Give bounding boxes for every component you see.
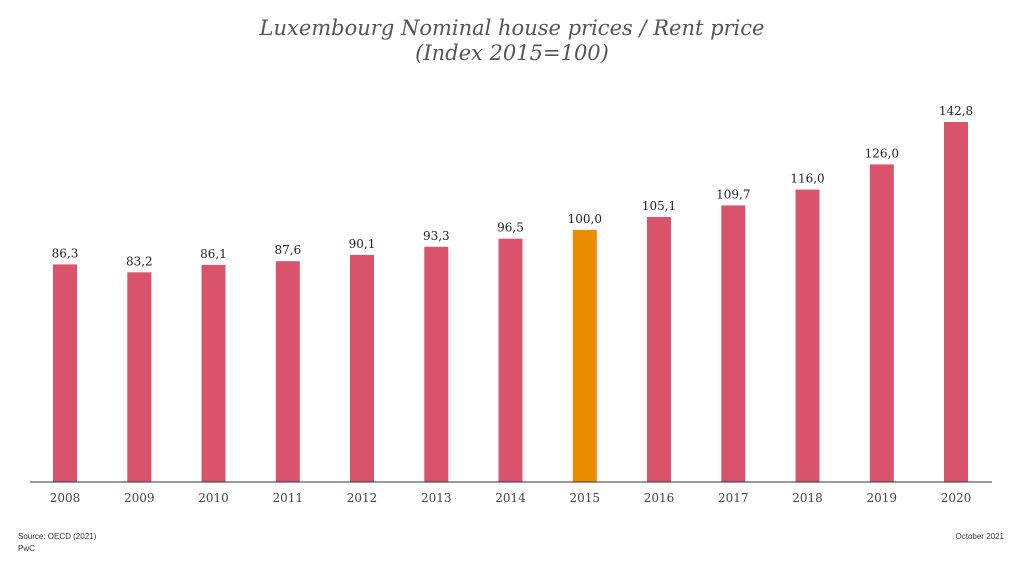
bar-2014: [498, 238, 523, 482]
value-label-2009: 83,2: [126, 254, 153, 268]
tick-label-2016: 2016: [644, 491, 675, 505]
tick-label-2015: 2015: [570, 491, 601, 505]
tick-label-2020: 2020: [941, 491, 972, 505]
value-label-2011: 87,6: [274, 243, 301, 257]
value-label-2019: 126,0: [865, 146, 899, 160]
footer-date: October 2021: [955, 532, 1004, 541]
source-note: Source: OECD (2021): [18, 532, 97, 541]
bar-2013: [424, 246, 449, 482]
tick-label-2019: 2019: [867, 491, 898, 505]
publisher-note: PwC: [18, 544, 35, 553]
tick-label-2018: 2018: [792, 491, 823, 505]
value-label-2012: 90,1: [349, 237, 376, 251]
bar-2019: [869, 164, 894, 482]
value-label-2020: 142,8: [939, 104, 973, 118]
bar-2018: [795, 189, 820, 482]
tick-label-2010: 2010: [198, 491, 229, 505]
chart-subtitle: (Index 2015=100): [415, 41, 609, 65]
bar-2020: [944, 122, 968, 482]
tick-labels-group: 2008 2009 2010 2011 2012 2013 2014 2015 2016 2017…: [50, 491, 972, 505]
chart-title: Luxembourg Nominal house prices / Rent p…: [259, 16, 765, 40]
value-label-2013: 93,3: [423, 229, 450, 243]
tick-label-2014: 2014: [495, 491, 526, 505]
value-label-2016: 105,1: [642, 199, 676, 213]
bar-2009: [127, 272, 152, 482]
value-label-2014: 96,5: [497, 221, 524, 235]
value-label-2010: 86,1: [200, 247, 227, 261]
tick-label-2012: 2012: [347, 491, 378, 505]
value-label-2008: 86,3: [52, 246, 79, 260]
bar-2011: [275, 261, 300, 482]
value-label-2015: 100,0: [568, 212, 602, 226]
value-label-2018: 116,0: [790, 172, 824, 186]
bar-2012: [350, 254, 374, 482]
tick-label-2017: 2017: [718, 491, 749, 505]
tick-label-2013: 2013: [421, 491, 452, 505]
bar-2008: [53, 264, 77, 482]
tick-label-2009: 2009: [124, 491, 155, 505]
tick-label-2011: 2011: [273, 491, 304, 505]
value-label-2017: 109,7: [716, 187, 750, 201]
bars-group: [53, 122, 968, 482]
bar-2017: [721, 205, 746, 482]
footer-left: Source: OECD (2021) PwC: [18, 531, 96, 555]
chart-title-block: Luxembourg Nominal house prices / Rent p…: [0, 16, 1024, 66]
bar-2015: [572, 229, 597, 482]
bar-2016: [647, 217, 671, 482]
tick-label-2008: 2008: [50, 491, 81, 505]
value-labels-group: 86,3 83,2 86,1 87,6 90,1 93,3 96,5 100,0 105,1 10…: [52, 104, 974, 268]
bar-2010: [201, 264, 226, 482]
